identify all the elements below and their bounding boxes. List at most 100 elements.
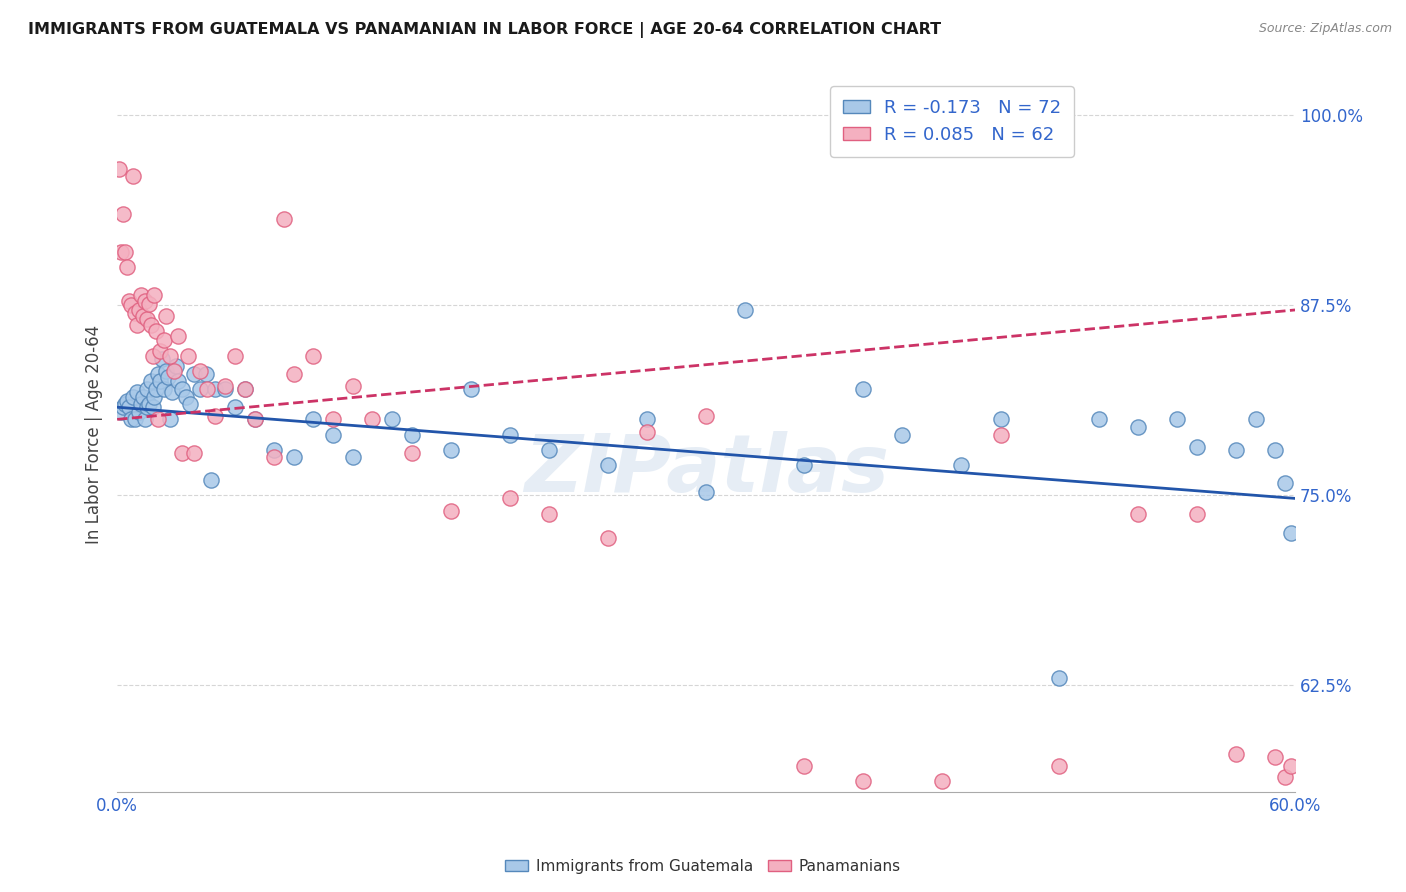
Point xyxy=(342,450,364,465)
Point xyxy=(128,405,150,419)
Point xyxy=(197,382,219,396)
Point xyxy=(134,412,156,426)
Point xyxy=(114,397,136,411)
Point xyxy=(302,349,325,363)
Point xyxy=(1185,507,1208,521)
Point xyxy=(120,298,142,312)
Text: IMMIGRANTS FROM GUATEMALA VS PANAMANIAN IN LABOR FORCE | AGE 20-64 CORRELATION C: IMMIGRANTS FROM GUATEMALA VS PANAMANIAN … xyxy=(28,22,941,38)
Point xyxy=(120,412,142,426)
Point xyxy=(990,427,1012,442)
Point xyxy=(167,375,190,389)
Point xyxy=(148,412,170,426)
Point xyxy=(1264,749,1286,764)
Point xyxy=(141,401,163,415)
Point xyxy=(204,382,226,396)
Point xyxy=(188,382,211,396)
Point xyxy=(155,364,177,378)
Point xyxy=(734,302,756,317)
Point xyxy=(138,397,160,411)
Point xyxy=(115,260,138,275)
Text: ZIPatlas: ZIPatlas xyxy=(523,432,889,509)
Point xyxy=(1274,476,1296,491)
Point xyxy=(200,473,222,487)
Point xyxy=(1087,412,1109,426)
Point xyxy=(263,442,285,457)
Point xyxy=(157,369,180,384)
Point xyxy=(538,507,561,521)
Point xyxy=(273,211,295,226)
Point xyxy=(170,382,193,396)
Point xyxy=(1185,440,1208,454)
Point xyxy=(145,382,167,396)
Point xyxy=(150,351,173,366)
Point xyxy=(1225,442,1247,457)
Point xyxy=(135,401,157,415)
Point xyxy=(128,302,150,317)
Point xyxy=(177,349,200,363)
Point xyxy=(204,409,226,424)
Point xyxy=(243,412,266,426)
Point xyxy=(596,458,619,472)
Point xyxy=(188,364,211,378)
Point xyxy=(183,367,205,381)
Point xyxy=(1126,507,1149,521)
Point xyxy=(159,349,181,363)
Point xyxy=(145,324,167,338)
Point xyxy=(134,293,156,308)
Text: Source: ZipAtlas.com: Source: ZipAtlas.com xyxy=(1258,22,1392,36)
Point xyxy=(160,384,183,399)
Point xyxy=(129,287,152,301)
Point xyxy=(138,297,160,311)
Point xyxy=(131,390,153,404)
Point xyxy=(114,245,136,260)
Point xyxy=(115,394,138,409)
Point xyxy=(129,397,152,411)
Point xyxy=(135,382,157,396)
Point xyxy=(460,382,482,396)
Point xyxy=(224,401,246,415)
Point xyxy=(322,427,344,442)
Point xyxy=(153,382,176,396)
Point xyxy=(499,427,522,442)
Point xyxy=(243,412,266,426)
Point xyxy=(179,397,201,411)
Point xyxy=(361,412,384,426)
Point xyxy=(342,379,364,393)
Point xyxy=(1244,412,1267,426)
Point xyxy=(224,349,246,363)
Point xyxy=(440,503,463,517)
Point xyxy=(401,446,423,460)
Point xyxy=(401,427,423,442)
Point xyxy=(950,458,973,472)
Point xyxy=(139,318,162,333)
Point xyxy=(148,367,170,381)
Point xyxy=(233,382,256,396)
Point xyxy=(1126,420,1149,434)
Point xyxy=(118,401,141,415)
Point xyxy=(695,485,717,500)
Point xyxy=(143,287,166,301)
Point xyxy=(183,446,205,460)
Point xyxy=(141,349,163,363)
Point xyxy=(214,382,236,396)
Point xyxy=(110,405,132,419)
Point xyxy=(891,427,914,442)
Point xyxy=(155,309,177,323)
Point xyxy=(170,446,193,460)
Point xyxy=(302,412,325,426)
Legend: Immigrants from Guatemala, Panamanians: Immigrants from Guatemala, Panamanians xyxy=(499,853,907,880)
Point xyxy=(990,412,1012,426)
Point xyxy=(194,367,217,381)
Point xyxy=(1264,442,1286,457)
Point xyxy=(852,382,875,396)
Point xyxy=(143,390,166,404)
Point xyxy=(149,343,172,358)
Point xyxy=(1274,770,1296,784)
Point xyxy=(153,334,176,348)
Point xyxy=(283,450,305,465)
Point xyxy=(174,390,197,404)
Point xyxy=(636,425,658,439)
Point xyxy=(793,759,815,773)
Point xyxy=(636,412,658,426)
Point xyxy=(125,384,148,399)
